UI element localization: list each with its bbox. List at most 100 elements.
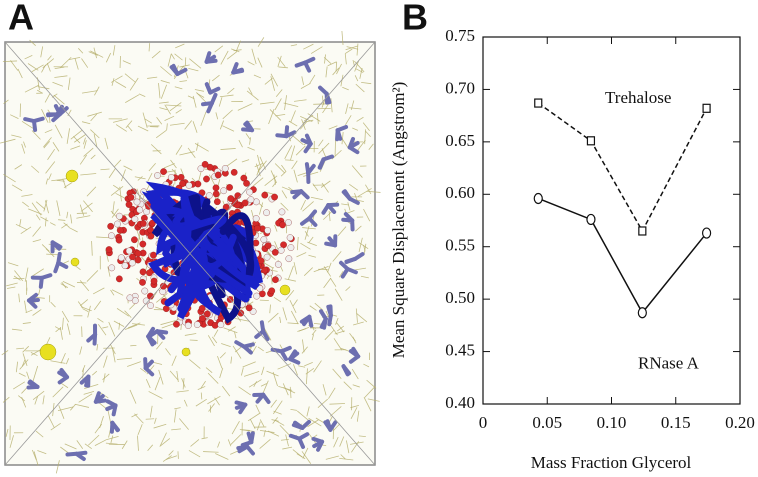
- water-atom: [198, 305, 206, 312]
- water-atom: [134, 250, 142, 257]
- solvent-stick: [32, 226, 42, 237]
- water-atom: [285, 255, 293, 263]
- solvent-stick: [52, 142, 60, 152]
- water-atom: [234, 192, 242, 199]
- solvent-stick: [214, 45, 224, 53]
- water-atom: [214, 171, 222, 179]
- solvent-stick: [355, 225, 362, 232]
- solvent-stick: [164, 115, 175, 121]
- glycerol-stick: [288, 433, 302, 441]
- solvent-stick: [175, 43, 185, 49]
- water-atom: [286, 234, 294, 241]
- solvent-stick: [321, 95, 324, 105]
- solvent-stick: [231, 421, 240, 435]
- solvent-stick: [214, 397, 220, 406]
- solvent-stick: [70, 129, 83, 140]
- solvent-stick: [174, 53, 183, 61]
- solvent-stick: [346, 46, 359, 50]
- solvent-stick: [102, 373, 110, 380]
- solvent-stick: [151, 50, 161, 59]
- solvent-stick: [110, 289, 115, 296]
- solvent-stick: [173, 409, 177, 423]
- solvent-stick: [336, 63, 342, 75]
- solvent-stick: [174, 86, 183, 90]
- solvent-stick: [237, 103, 253, 111]
- solvent-stick: [92, 287, 105, 295]
- solvent-stick: [345, 440, 350, 454]
- solvent-stick: [62, 280, 76, 288]
- y-tick-label: 0.45: [445, 340, 475, 359]
- glycerol-stick: [344, 256, 358, 264]
- glycerol-stick: [241, 127, 255, 133]
- solvent-stick: [208, 403, 215, 412]
- solvent-stick: [19, 359, 29, 370]
- solvent-stick: [270, 399, 277, 408]
- solvent-stick: [165, 104, 182, 107]
- glycerol-stick: [231, 67, 244, 75]
- solvent-stick: [21, 201, 29, 208]
- water-atom: [263, 209, 270, 217]
- solvent-stick: [329, 403, 346, 405]
- solvent-stick: [88, 434, 100, 446]
- solvent-stick: [153, 423, 167, 429]
- solvent-stick: [254, 162, 264, 168]
- solvent-stick: [14, 164, 23, 170]
- solvent-stick: [129, 389, 137, 404]
- water-atom: [264, 242, 272, 250]
- solvent-stick: [171, 168, 177, 175]
- solvent-stick: [125, 120, 133, 129]
- solvent-stick: [219, 94, 234, 98]
- solvent-stick: [31, 165, 40, 173]
- solvent-stick: [278, 66, 288, 69]
- solvent-stick: [246, 90, 259, 101]
- solvent-stick: [230, 434, 242, 445]
- solvent-stick: [219, 352, 226, 359]
- solvent-stick: [111, 208, 119, 218]
- glycerol-stick: [143, 357, 148, 371]
- solvent-stick: [50, 423, 61, 431]
- solvent-stick: [201, 437, 208, 440]
- water-atom: [117, 254, 125, 262]
- water-atom: [128, 259, 136, 267]
- solvent-stick: [328, 387, 336, 399]
- solvent-stick: [148, 391, 163, 399]
- glycerol-stick: [347, 141, 360, 150]
- solvent-stick: [303, 171, 319, 177]
- solvent-stick: [301, 76, 304, 85]
- solvent-stick: [10, 114, 19, 119]
- solvent-stick: [179, 64, 190, 68]
- solvent-stick: [270, 170, 277, 183]
- solvent-stick: [313, 360, 322, 373]
- solvent-stick: [144, 118, 153, 124]
- solvent-stick: [221, 343, 231, 347]
- solvent-stick: [137, 176, 143, 181]
- solvent-stick: [300, 82, 311, 89]
- solvent-stick: [61, 281, 67, 289]
- solvent-stick: [22, 322, 31, 324]
- water-atom: [252, 239, 260, 247]
- solvent-stick: [245, 133, 251, 140]
- series-line: [537, 197, 708, 315]
- solvent-stick: [280, 202, 289, 211]
- solvent-stick: [6, 282, 18, 287]
- solvent-stick: [333, 338, 343, 351]
- solvent-stick: [323, 277, 332, 289]
- solvent-stick: [296, 252, 307, 258]
- solvent-stick: [112, 184, 120, 190]
- solvent-stick: [356, 116, 364, 122]
- solvent-stick: [358, 237, 363, 253]
- solvent-stick: [259, 438, 271, 449]
- solvent-stick: [110, 210, 121, 222]
- solvent-stick: [176, 390, 189, 393]
- solvent-stick: [259, 429, 275, 433]
- solvent-stick: [328, 211, 331, 222]
- solvent-stick: [48, 173, 52, 181]
- solvent-stick: [184, 120, 193, 130]
- solvent-stick: [154, 376, 161, 391]
- solvent-stick: [243, 371, 260, 377]
- solvent-stick: [176, 370, 179, 383]
- solvent-stick: [313, 322, 322, 325]
- solvent-stick: [93, 300, 102, 311]
- glycerol-stick: [323, 420, 333, 432]
